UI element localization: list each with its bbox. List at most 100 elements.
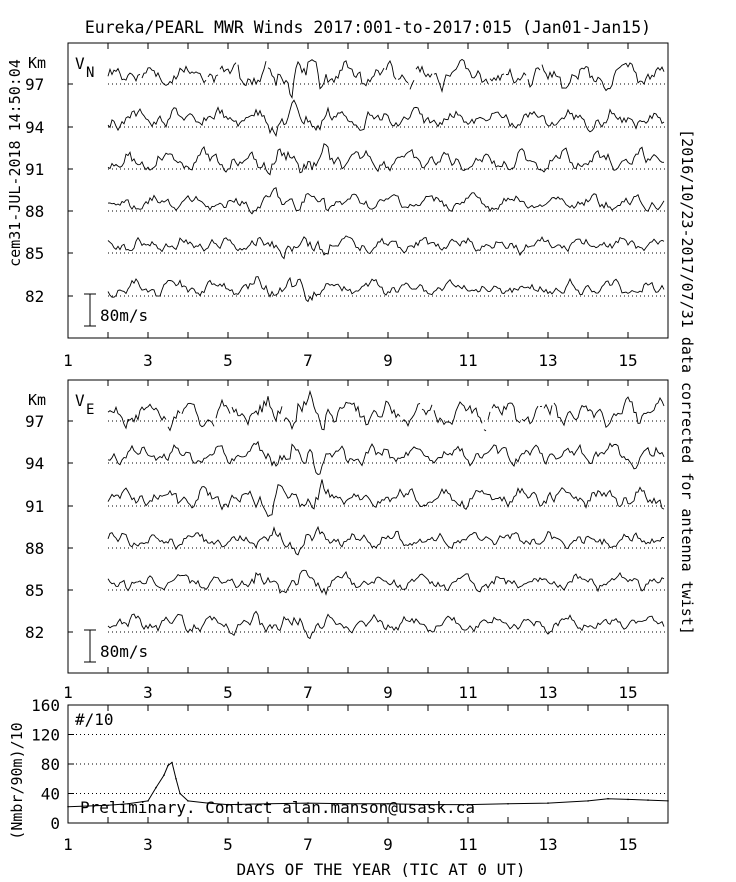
count-point: [667, 800, 669, 802]
y-tick-label: 160: [31, 696, 60, 715]
wind-trace-91km: [108, 480, 664, 517]
wind-trace-88km: [108, 527, 664, 555]
count-point: [547, 802, 549, 804]
wind-trace-85km: [108, 236, 664, 259]
x-tick-label: 7: [303, 351, 313, 370]
figure-title: Eureka/PEARL MWR Winds 2017:001-to-2017:…: [85, 18, 651, 37]
x-tick-label: 13: [538, 683, 557, 702]
wind-trace-97km: [268, 60, 384, 98]
wind-trace-94km: [108, 442, 664, 475]
x-axis-title: DAYS OF THE YEAR (TIC AT 0 UT): [237, 860, 526, 877]
x-tick-label: 13: [538, 835, 557, 854]
count-panel-label: #/10: [75, 710, 114, 729]
wind-trace-97km: [208, 74, 218, 82]
x-tick-label: 3: [143, 683, 153, 702]
x-tick-label: 5: [223, 683, 233, 702]
count-point: [171, 762, 173, 764]
y-tick-label: 0: [50, 814, 60, 833]
scale-bar-label: 80m/s: [100, 306, 148, 325]
altitude-tick-label: 88: [25, 539, 44, 558]
correction-note: [2016/10/23-2017/07/31 data corrected fo…: [678, 129, 696, 635]
wind-trace-97km: [142, 67, 206, 86]
x-tick-label: 1: [63, 351, 73, 370]
x-tick-label: 15: [618, 683, 637, 702]
count-point: [179, 793, 181, 795]
wind-trace-97km: [182, 403, 214, 426]
count-point: [627, 799, 629, 801]
wind-trace-82km: [108, 611, 664, 638]
wind-trace-97km: [542, 63, 664, 91]
x-tick-label: 5: [223, 835, 233, 854]
wind-trace-97km: [410, 80, 414, 89]
x-tick-label: 15: [618, 351, 637, 370]
y-tick-label: 120: [31, 726, 60, 745]
wind-trace-97km: [528, 68, 540, 87]
count-point: [163, 774, 165, 776]
wind-trace-88km: [108, 188, 664, 214]
wind-trace-97km: [554, 397, 664, 427]
altitude-tick-label: 97: [25, 75, 44, 94]
altitude-tick-label: 82: [25, 287, 44, 306]
x-tick-label: 9: [383, 351, 393, 370]
x-tick-label: 3: [143, 351, 153, 370]
wind-trace-97km: [216, 400, 230, 418]
wind-trace-94km: [108, 100, 664, 136]
altitude-tick-label: 88: [25, 202, 44, 221]
count-point: [175, 778, 177, 780]
wind-trace-82km: [108, 277, 664, 302]
altitude-unit-label: Km: [28, 54, 46, 72]
x-tick-label: 11: [458, 351, 477, 370]
altitude-tick-label: 91: [25, 160, 44, 179]
wind-trace-97km: [232, 396, 282, 424]
wind-trace-97km: [544, 405, 552, 415]
wind-trace-97km: [108, 404, 166, 428]
x-tick-label: 13: [538, 351, 557, 370]
wind-trace-97km: [422, 405, 432, 415]
run-stamp: cem31-JUL-2018 14:50:04: [6, 59, 24, 267]
wind-trace-97km: [434, 402, 482, 424]
altitude-unit-label: Km: [28, 391, 46, 409]
x-tick-label: 7: [303, 683, 313, 702]
count-panel: 0 40 80 120 160 #/10 Preliminary. Contact alan…: [31, 696, 669, 854]
wind-trace-97km: [492, 403, 520, 423]
count-point: [67, 806, 69, 808]
wind-trace-97km: [506, 69, 526, 83]
count-point: [587, 800, 589, 802]
contact-annotation: Preliminary. Contact alan.manson@usask.c…: [80, 798, 475, 817]
x-tick-label: 9: [383, 683, 393, 702]
wind-trace-97km: [284, 392, 400, 430]
altitude-tick-label: 94: [25, 118, 44, 137]
wind-trace-97km: [402, 403, 420, 425]
wind-trace-97km: [398, 75, 408, 83]
x-tick-label: 5: [223, 351, 233, 370]
wind-trace-91km: [108, 144, 664, 175]
wind-trace-97km: [220, 63, 236, 74]
wind-trace-97km: [108, 69, 140, 81]
wind-trace-97km: [484, 430, 486, 431]
count-axis-label: (Nmbr/90m)/10: [8, 722, 26, 839]
wind-trace-97km: [490, 74, 504, 81]
wind-trace-97km: [386, 61, 396, 79]
panel-frame: [68, 43, 668, 338]
count-point: [167, 765, 169, 767]
x-tick-label: 1: [63, 835, 73, 854]
y-tick-label: 80: [41, 755, 60, 774]
altitude-tick-label: 85: [25, 581, 44, 600]
scale-bar-label: 80m/s: [100, 642, 148, 661]
y-tick-label: 40: [41, 785, 60, 804]
component-label: V: [75, 391, 85, 410]
wind-trace-97km: [238, 61, 266, 85]
x-tick-label: 1: [63, 683, 73, 702]
wind-trace-97km: [168, 411, 180, 431]
count-point: [155, 787, 157, 789]
altitude-tick-label: 91: [25, 497, 44, 516]
altitude-tick-label: 94: [25, 454, 44, 473]
wind-trace-85km: [108, 570, 664, 594]
x-tick-label: 3: [143, 835, 153, 854]
x-tick-label: 11: [458, 835, 477, 854]
x-tick-label: 11: [458, 683, 477, 702]
component-subscript: E: [86, 402, 94, 418]
